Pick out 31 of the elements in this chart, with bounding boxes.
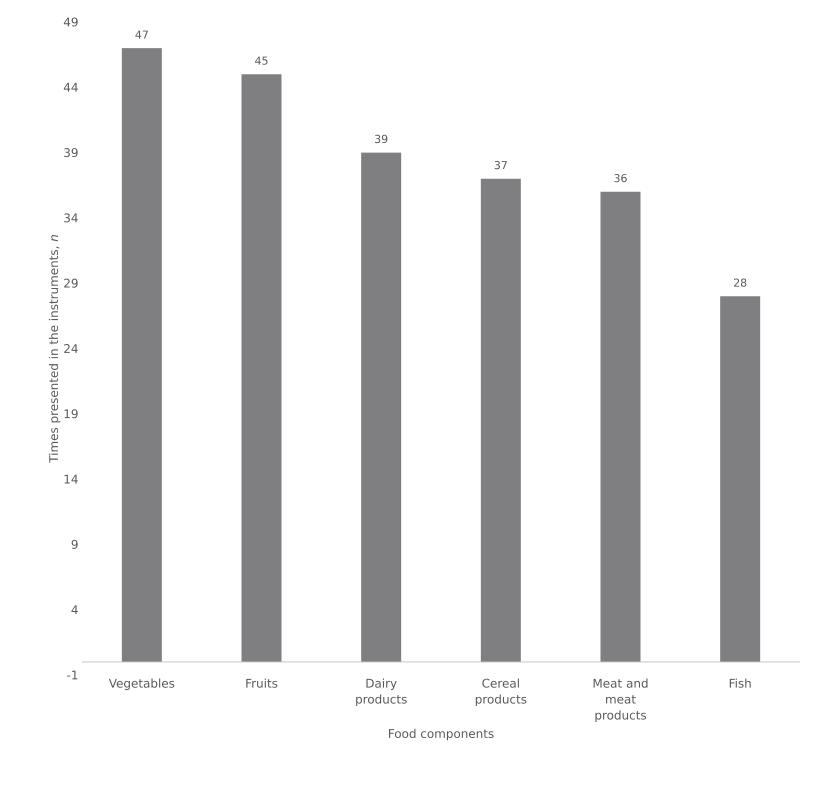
x-tick-label: Cereal products	[476, 678, 526, 706]
y-tick-label: 39	[64, 148, 78, 158]
y-tick-label: 19	[64, 409, 78, 418]
y-tick-label: 49	[64, 17, 78, 27]
x-tick-label: Vegetables	[108, 678, 174, 690]
x-tick-label: Dairy products	[356, 678, 407, 706]
bar	[122, 48, 162, 662]
x-tick-label: Meat and meat products	[594, 678, 648, 722]
y-tick-label: 4	[71, 605, 78, 614]
y-tick-label: 14	[64, 474, 78, 484]
x-axis-title: Food components	[389, 728, 494, 740]
bar	[242, 74, 282, 662]
bar	[600, 192, 641, 662]
y-tick-label: -1	[67, 670, 78, 680]
y-tick-label: 29	[64, 278, 78, 288]
data-label: 36	[614, 174, 627, 182]
data-label: 47	[135, 30, 148, 39]
data-label: 37	[494, 160, 507, 170]
y-tick-label: 9	[72, 540, 78, 549]
y-axis-title: Times presented in the instruments, n	[48, 235, 60, 463]
x-tick-label: Fruits	[246, 678, 278, 688]
y-tick-label: 24	[64, 344, 78, 353]
bar	[361, 152, 402, 662]
y-tick-label: 44	[64, 82, 78, 92]
data-label: 28	[734, 278, 746, 287]
data-label: 39	[375, 134, 388, 144]
y-tick-label: 34	[64, 213, 78, 222]
bar	[720, 296, 760, 662]
bar	[480, 178, 521, 662]
x-tick-label: Fish	[730, 678, 751, 688]
data-label: 45	[255, 56, 268, 65]
